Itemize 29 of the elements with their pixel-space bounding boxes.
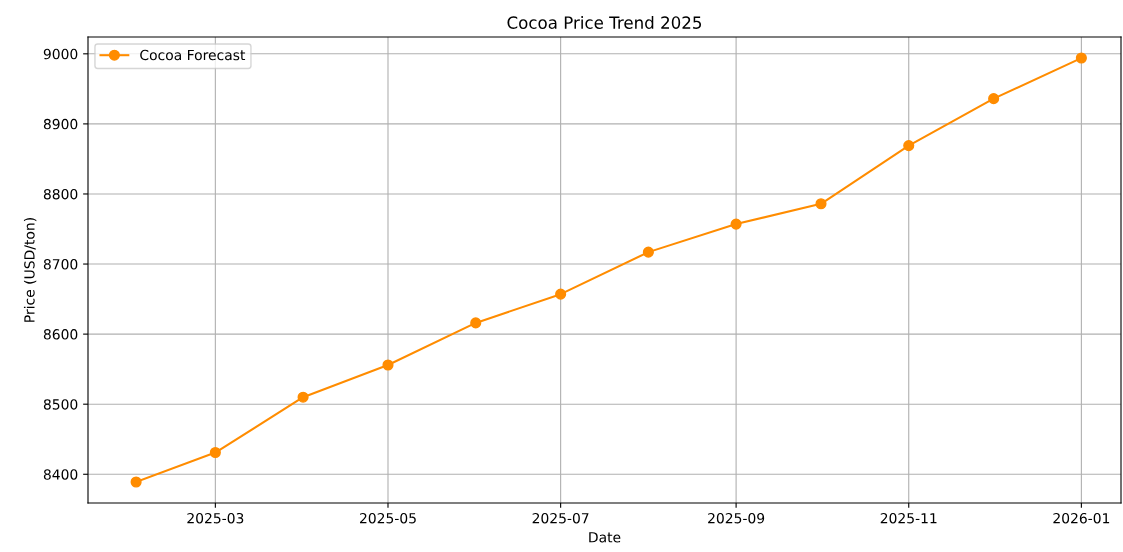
x-tick-label: 2025-09 bbox=[708, 512, 765, 524]
point bbox=[730, 218, 742, 230]
x-tick-label: 2025-05 bbox=[360, 512, 416, 524]
point bbox=[130, 476, 142, 488]
y-tick-label: 8800 bbox=[43, 188, 78, 200]
x-tick-label: 2025-11 bbox=[880, 512, 937, 524]
point bbox=[209, 446, 221, 459]
point bbox=[297, 391, 309, 403]
chart-title: Cocoa Price Trend 2025 bbox=[507, 16, 702, 29]
y-tick-label: 8600 bbox=[43, 329, 78, 340]
y-tick-label: 9000 bbox=[43, 48, 78, 60]
point bbox=[555, 288, 567, 300]
point bbox=[642, 246, 654, 258]
x-tick-label: 2026-01 bbox=[1053, 512, 1110, 524]
point bbox=[988, 93, 1000, 105]
point bbox=[815, 198, 827, 210]
x-tick-label: 2025-03 bbox=[187, 512, 244, 524]
point bbox=[382, 359, 394, 371]
y-tick-label: 8400 bbox=[43, 469, 78, 480]
x-axis-title: Date bbox=[589, 532, 621, 543]
y-axis-title: Price (USD/ton) bbox=[23, 218, 37, 322]
point bbox=[903, 140, 915, 152]
x-tick-label: 2025-07 bbox=[532, 512, 589, 524]
point bbox=[1075, 52, 1087, 64]
point bbox=[470, 317, 482, 329]
y-tick-label: 8900 bbox=[43, 118, 78, 130]
legend-label: Cocoa Forecast bbox=[140, 49, 246, 61]
y-tick-label: 8500 bbox=[43, 399, 78, 410]
y-tick-label: 8700 bbox=[43, 259, 78, 270]
